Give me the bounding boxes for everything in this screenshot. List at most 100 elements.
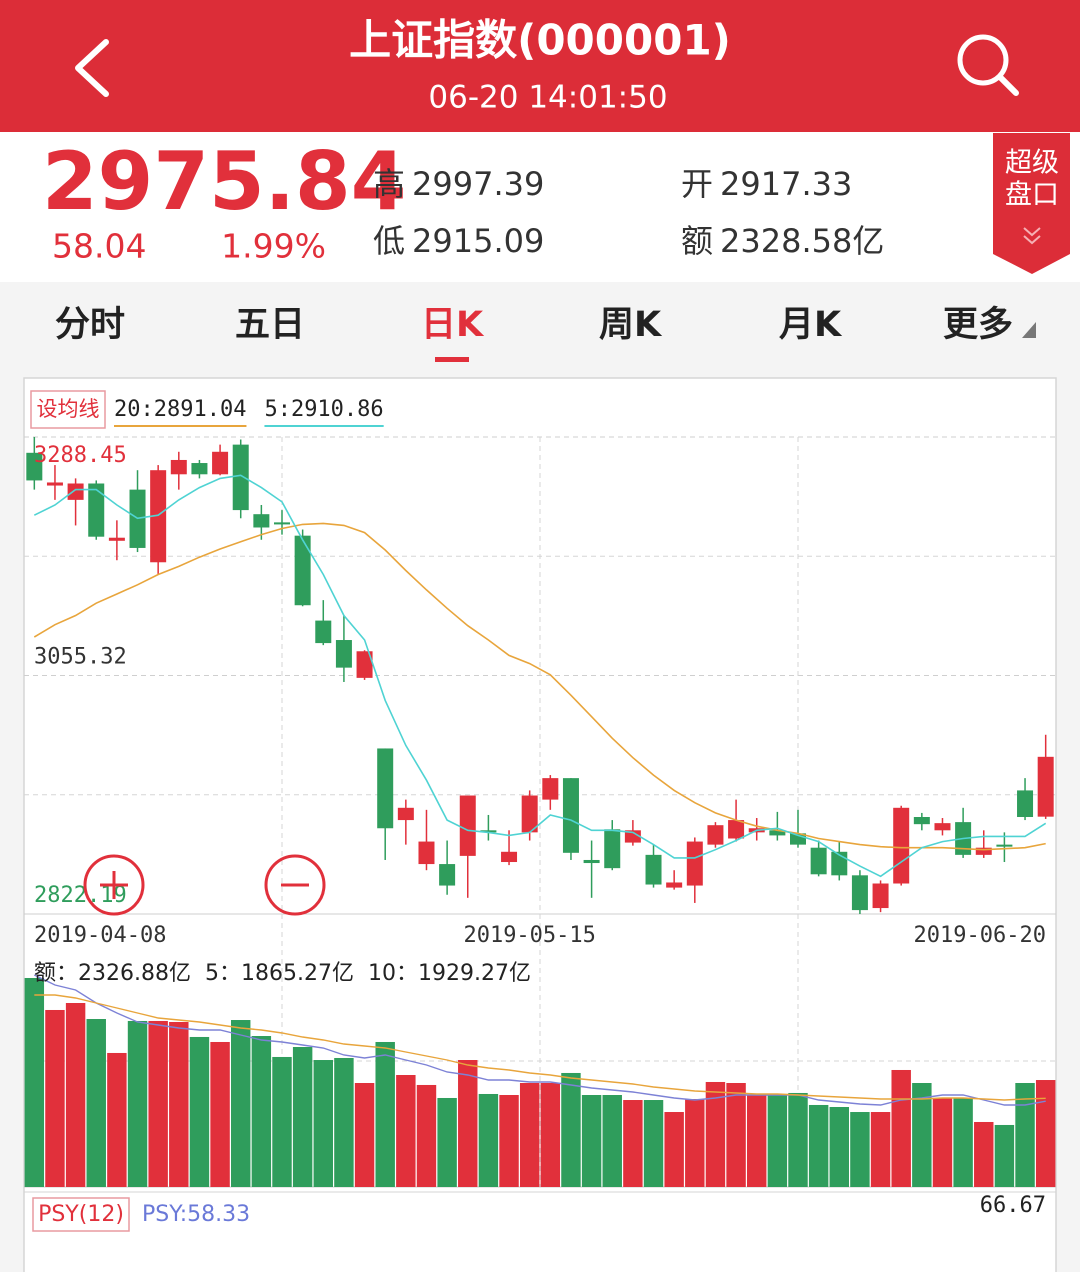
tab-bar [0,282,1080,370]
y-tick-label: 3288.45 [34,443,127,468]
volume-bar [891,1069,911,1187]
amount-label: 额 [681,222,713,260]
volume-bar [45,1009,65,1187]
page-title: 上证指数(000001) [349,16,731,65]
badge-chevron [1023,235,1041,245]
volume-bar [829,1107,849,1187]
psy-button[interactable] [32,1197,130,1232]
candle-body [191,463,208,475]
candle-body [666,882,683,888]
candle-body [624,830,641,843]
candle-body [397,807,414,821]
candle-body [913,817,930,825]
search-button[interactable] [957,34,1019,96]
zoom-out-icon[interactable] [264,854,326,916]
volume-bar [581,1095,602,1187]
volume-bar [788,1092,808,1187]
volume-bar [148,1020,168,1187]
tab[interactable]: 日K [421,305,485,345]
candle-body [459,795,476,856]
ma-settings-label[interactable]: 设均线 [37,397,100,421]
candle-body [810,847,827,875]
last-price: 2975.84 [42,135,406,228]
volume-bar [808,1104,829,1187]
tab[interactable]: 分时 [55,305,125,345]
volume-bar [251,1036,272,1187]
candle-body [418,841,435,865]
zoom-in-icon[interactable] [83,854,145,916]
amount-value: 2328.58亿 [720,222,884,260]
volume-bar [974,1121,994,1187]
volume-bar [870,1112,891,1187]
candle-body [583,859,600,864]
search-handle[interactable] [997,74,1019,96]
tab[interactable]: 更多 [943,305,1013,345]
volume-bar [375,1041,395,1187]
volume-bar [189,1036,210,1187]
volume-bar [932,1097,953,1187]
volume-bar [334,1057,354,1187]
candle-body [1017,790,1034,818]
badge-text: 超级 [1005,148,1059,179]
volume-bar [623,1100,643,1187]
psy-legend: PSY:58.33 [142,1202,250,1227]
candle-body [707,825,724,845]
back-button[interactable] [75,39,109,97]
legend-entry: 5:2910.86 [264,397,383,422]
volume-legend: 额：2326.88亿 [34,961,191,986]
badge-text: 盘口 [1005,180,1059,211]
candle-body [67,483,84,500]
candle-body [872,883,889,909]
volume-bar [437,1097,457,1187]
candle-body [996,844,1013,847]
back-icon[interactable] [75,39,109,97]
candle-body [686,841,703,886]
candle-body [356,651,373,678]
tab[interactable]: 五日 [235,305,305,345]
candle-body [294,535,311,606]
psy-title[interactable]: PSY(12) [38,1202,124,1227]
legend-entry: 20:2891.04 [114,397,246,422]
zoom-out-button[interactable] [264,854,326,916]
volume-bar [272,1056,292,1187]
tab[interactable]: 周K [599,305,663,345]
badge-chevron [1023,227,1041,237]
candle-body [728,820,745,839]
x-tick-label: 2019-05-15 [463,923,595,948]
volume-bar [602,1095,622,1187]
x-tick-label: 2019-04-08 [34,923,166,948]
header-bar [0,0,1080,132]
volume-ma-line [33,974,1046,1106]
volume-bar [478,1093,499,1187]
volume-bar [313,1060,333,1187]
volume-bar [86,1019,106,1187]
tab[interactable]: 月K [779,305,843,345]
super-quote-badge[interactable]: 超级 盘口 [993,133,1070,274]
volume-bar [169,1021,189,1187]
volume-bar [65,1003,86,1187]
volume-ma-line [34,994,1046,1101]
candle-body [212,451,229,475]
candle-body [335,640,352,668]
low-label: 低 [373,222,405,260]
zoom-in-button[interactable] [83,854,145,916]
ma-settings-button[interactable] [30,390,106,429]
high-label: 高 [373,165,405,203]
candle-body [26,452,43,481]
volume-bar [953,1097,973,1187]
volume-bar [561,1072,581,1187]
volume-bar [519,1083,540,1187]
more-arrow [1022,322,1036,338]
tab-indicator [435,357,469,362]
volume-bar [499,1095,519,1187]
volume-bar [1035,1080,1056,1187]
badge-bg[interactable] [993,133,1070,274]
price-change: 58.04 [52,227,146,266]
search-icon[interactable] [957,34,1009,86]
volume-legend: 10：1929.27亿 [368,961,531,986]
volume-bar [747,1095,767,1187]
volume-bar [292,1047,313,1187]
volume-bar [912,1083,932,1187]
candle-body [315,620,332,644]
